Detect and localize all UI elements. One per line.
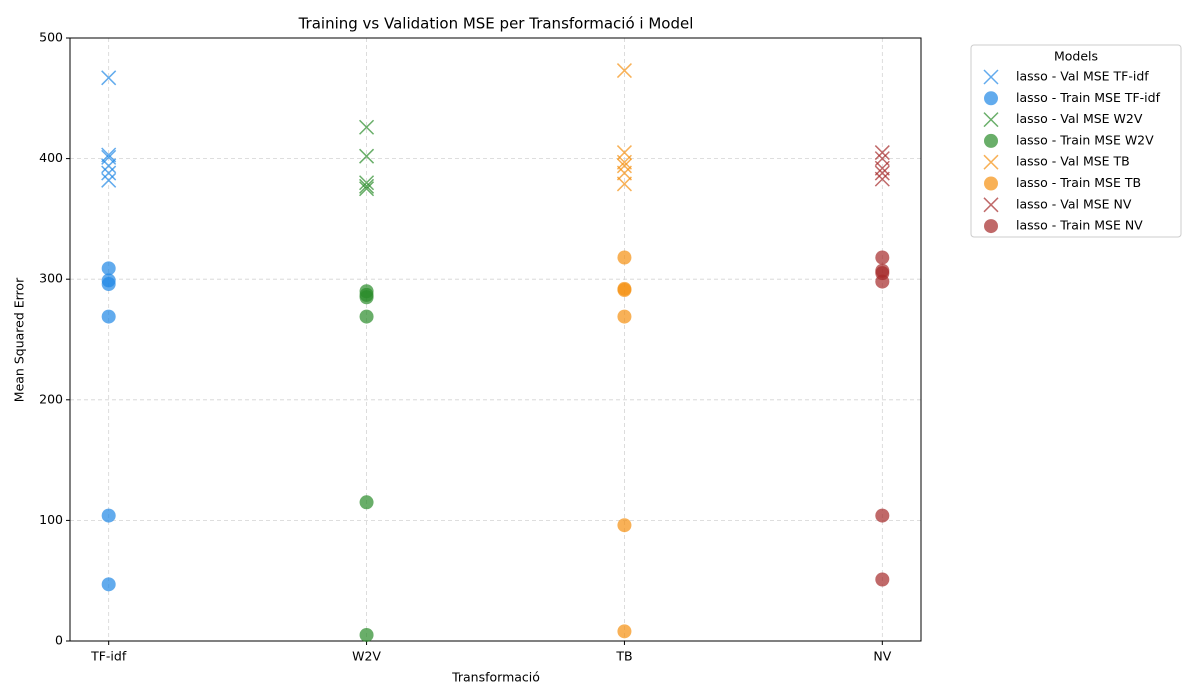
y-tick-label: 500 bbox=[39, 30, 63, 45]
point bbox=[875, 250, 890, 265]
point-x bbox=[359, 148, 375, 164]
point bbox=[101, 577, 116, 592]
y-tick-label: 0 bbox=[55, 633, 63, 648]
x-tick-label: TF-idf bbox=[90, 649, 127, 664]
legend-label: lasso - Val MSE TB bbox=[1016, 154, 1130, 169]
legend-label: lasso - Train MSE NV bbox=[1016, 218, 1143, 233]
point-x bbox=[101, 70, 117, 86]
point-x bbox=[983, 197, 999, 213]
point bbox=[984, 133, 998, 148]
chart-title: Training vs Validation MSE per Transform… bbox=[298, 15, 694, 33]
point-x bbox=[616, 63, 632, 79]
legend-label: lasso - Train MSE TF-idf bbox=[1016, 90, 1161, 105]
point bbox=[359, 627, 374, 642]
y-tick-label: 100 bbox=[39, 512, 63, 527]
legend-label: lasso - Val MSE TF-idf bbox=[1016, 69, 1149, 84]
point-x bbox=[983, 154, 999, 170]
point bbox=[984, 91, 998, 106]
x-tick-label: NV bbox=[873, 649, 891, 664]
point-x bbox=[874, 160, 890, 176]
point bbox=[875, 572, 890, 587]
point-x bbox=[359, 178, 375, 194]
point bbox=[359, 290, 374, 305]
x-tick-label: W2V bbox=[352, 649, 381, 664]
point bbox=[359, 309, 374, 324]
point-x bbox=[359, 181, 375, 197]
y-tick-label: 200 bbox=[39, 391, 63, 406]
point bbox=[617, 624, 632, 639]
point bbox=[101, 277, 116, 292]
point bbox=[875, 274, 890, 289]
point-x bbox=[359, 119, 375, 135]
point bbox=[984, 176, 998, 191]
point bbox=[617, 518, 632, 533]
legend-label: lasso - Val MSE W2V bbox=[1016, 111, 1143, 126]
point-x bbox=[616, 176, 632, 192]
point bbox=[101, 261, 116, 276]
point bbox=[101, 309, 116, 324]
point bbox=[617, 309, 632, 324]
legend-title: Models bbox=[1054, 49, 1098, 64]
point bbox=[101, 508, 116, 523]
point-x bbox=[101, 147, 117, 163]
point-x bbox=[101, 165, 117, 181]
point-x bbox=[101, 172, 117, 188]
point bbox=[359, 495, 374, 510]
point bbox=[984, 219, 998, 234]
x-tick-label: TB bbox=[615, 649, 632, 664]
point bbox=[617, 250, 632, 265]
point-x bbox=[101, 158, 117, 174]
point-x bbox=[874, 171, 890, 187]
y-axis-label: Mean Squared Error bbox=[12, 277, 27, 402]
legend-label: lasso - Train MSE W2V bbox=[1016, 132, 1154, 147]
point-x bbox=[983, 112, 999, 128]
point-x bbox=[359, 175, 375, 191]
legend-label: lasso - Train MSE TB bbox=[1016, 175, 1141, 190]
y-tick-label: 300 bbox=[39, 271, 63, 286]
point bbox=[617, 283, 632, 298]
point bbox=[875, 508, 890, 523]
point-x bbox=[616, 158, 632, 174]
legend-label: lasso - Val MSE NV bbox=[1016, 196, 1132, 211]
point-x bbox=[874, 145, 890, 161]
x-axis-label: Transformació bbox=[451, 670, 540, 685]
point-x bbox=[983, 69, 999, 85]
y-tick-label: 400 bbox=[39, 150, 63, 165]
plot-frame bbox=[69, 37, 922, 642]
legend-box bbox=[970, 44, 1182, 238]
point-x bbox=[616, 165, 632, 181]
point-x bbox=[874, 165, 890, 181]
point-x bbox=[616, 154, 632, 170]
